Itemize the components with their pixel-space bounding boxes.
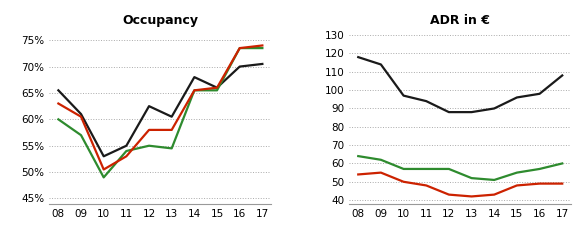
Title: ADR in €: ADR in € xyxy=(430,14,490,27)
Title: Occupancy: Occupancy xyxy=(122,14,198,27)
